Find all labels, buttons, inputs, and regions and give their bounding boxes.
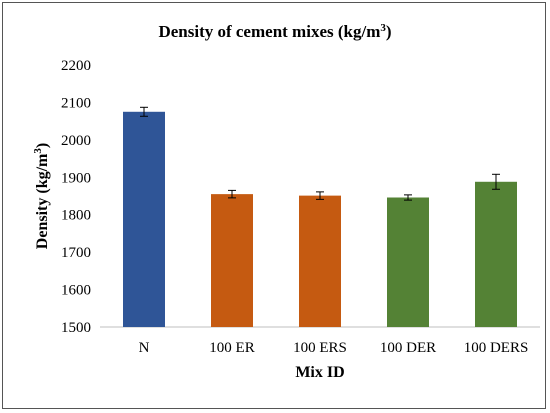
y-tick-label: 2000 (61, 133, 91, 149)
x-tick-label: 100 DER (380, 340, 436, 356)
y-tick-label: 1500 (61, 320, 91, 336)
bar (211, 194, 253, 327)
chart-frame (2, 2, 546, 409)
x-tick-label: 100 DERS (464, 340, 529, 356)
x-tick-label: 100 ERS (293, 340, 347, 356)
y-tick-label: 2200 (61, 58, 91, 74)
y-tick-label: 1600 (61, 283, 91, 299)
chart-title: Density of cement mixes (kg/m3) (158, 22, 391, 41)
y-axis-label: Density (kg/m3) (32, 143, 51, 249)
y-tick-label: 2100 (61, 95, 91, 111)
x-tick-label: 100 ER (209, 340, 254, 356)
plot-area: 1500 1600 1700 1800 1900 2000 2100 2200 N 100 ER 1… (61, 58, 540, 356)
y-tick-label: 1900 (61, 170, 91, 186)
bar (299, 195, 341, 327)
x-axis-label: Mix ID (295, 364, 344, 381)
y-tick-label: 1700 (61, 245, 91, 261)
y-tick-label: 1800 (61, 208, 91, 224)
bar (387, 197, 429, 327)
bar (123, 111, 165, 328)
x-tick-label: N (139, 340, 150, 356)
bar (475, 181, 517, 327)
